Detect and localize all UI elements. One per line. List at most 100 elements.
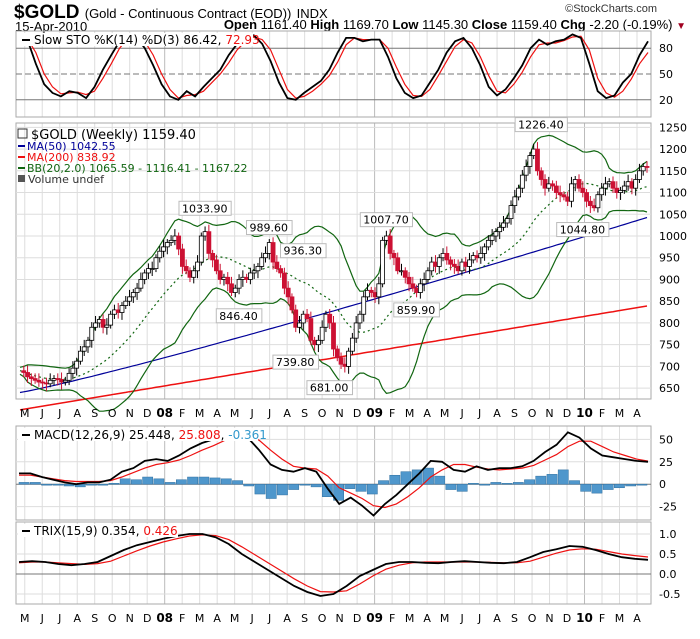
macd-histogram-bar xyxy=(220,478,232,485)
macd-histogram-bar xyxy=(176,479,187,485)
macd-histogram-bar xyxy=(153,478,165,485)
candle-up xyxy=(436,257,442,267)
price-y-tick: 950 xyxy=(659,252,680,265)
price-annotation-label: 1033.90 xyxy=(182,202,228,215)
x-axis-label-bottom: M xyxy=(20,612,30,625)
x-axis-label-bottom: D xyxy=(563,612,571,625)
price-annotation-label: 1226.40 xyxy=(518,119,564,132)
candle-down xyxy=(21,370,27,373)
macd-histogram-bar xyxy=(355,483,367,492)
candle-down xyxy=(368,289,374,293)
macd-histogram-bar xyxy=(512,482,524,485)
macd-histogram-bar xyxy=(591,483,603,494)
macd-histogram-bar xyxy=(322,483,333,497)
macd-histogram-bar xyxy=(277,483,288,496)
ma200-line xyxy=(19,305,648,411)
candle-up xyxy=(569,183,574,202)
candle-up xyxy=(603,183,608,189)
macd-histogram-bar xyxy=(400,471,412,485)
macd-histogram-bar xyxy=(524,479,535,485)
macd-histogram-bar xyxy=(546,474,558,485)
macd-histogram-bar xyxy=(119,478,131,485)
x-axis-label: M xyxy=(440,407,450,420)
x-axis-label: S xyxy=(91,407,98,420)
candle-up xyxy=(236,279,242,289)
x-axis-label: F xyxy=(179,407,185,420)
price-annotation-label: 1044.80 xyxy=(560,224,606,237)
x-axis-label-bottom: J xyxy=(57,612,61,625)
x-axis-label: J xyxy=(40,407,44,420)
candle-up xyxy=(485,239,491,248)
macd-histogram xyxy=(18,467,648,501)
candle-up xyxy=(104,324,110,328)
candle-down xyxy=(183,266,189,272)
candle-down xyxy=(448,259,453,265)
x-axis-label: N xyxy=(545,407,553,420)
price-y-tick: 650 xyxy=(659,382,680,395)
x-axis-label-bottom: M xyxy=(230,612,240,625)
macd-histogram-bar xyxy=(131,479,142,485)
chart-date: 15-Apr-2010 xyxy=(15,19,88,34)
candle-up xyxy=(599,187,605,196)
candle-down xyxy=(553,185,559,193)
macd-histogram-bar xyxy=(456,483,468,492)
x-axis-label: J xyxy=(477,407,481,420)
price-y-tick: 850 xyxy=(659,295,680,308)
candle-up xyxy=(78,350,83,362)
candle-down xyxy=(338,357,344,365)
price-y-tick: 700 xyxy=(659,360,680,373)
x-axis-label-bottom: J xyxy=(40,612,44,625)
candle-down xyxy=(281,272,287,289)
x-axis-label-bottom: S xyxy=(301,612,308,625)
candle-up xyxy=(633,179,639,189)
volume-bars-icon xyxy=(18,175,25,182)
x-axis-label-bottom: S xyxy=(511,612,518,625)
x-axis-label-bottom: 10 xyxy=(576,611,593,625)
macd-frame xyxy=(15,425,652,521)
candle-down xyxy=(587,200,593,206)
x-axis-label: M xyxy=(615,407,625,420)
macd-histogram-bar xyxy=(479,483,490,486)
macd-y-tick: 25 xyxy=(659,456,673,469)
x-axis-label-bottom: A xyxy=(423,612,431,625)
x-axis-label-bottom: M xyxy=(615,612,625,625)
candle-up xyxy=(66,372,72,381)
low-value: 1145.30 xyxy=(422,17,469,32)
candle-up xyxy=(497,226,503,233)
trix-legend-part: TRIX(15,9) xyxy=(33,524,101,538)
candle-up xyxy=(248,272,253,280)
price-annotation-box xyxy=(359,212,413,228)
macd-histogram-bar xyxy=(490,482,502,485)
trix-y-tick: 0.5 xyxy=(659,548,677,561)
candle-down xyxy=(206,231,212,254)
macd-y-tick: -25 xyxy=(659,501,677,514)
candle-down xyxy=(410,283,416,289)
macd-histogram-bar xyxy=(243,483,255,487)
macd-histogram-bar xyxy=(232,480,243,485)
x-axis-label: 09 xyxy=(366,406,383,420)
candle-up xyxy=(134,287,140,293)
macd-histogram-bar xyxy=(468,483,479,485)
candle-up xyxy=(361,296,367,315)
candle-down xyxy=(278,268,284,274)
x-axis-label: A xyxy=(493,407,501,420)
price-y-tick: 1000 xyxy=(659,230,687,243)
candle-down xyxy=(557,192,563,196)
candle-down xyxy=(180,248,185,267)
price-annotation-box xyxy=(279,243,327,259)
macd-histogram-bar xyxy=(445,483,457,490)
stochastic-legend-bg xyxy=(18,33,253,46)
x-axis-label-bottom: J xyxy=(477,612,481,625)
candle-up xyxy=(142,272,148,280)
symbol-description: (Gold - Continuous Contract (EOD)) xyxy=(84,6,292,21)
candle-up xyxy=(637,170,642,180)
macd-histogram-bar xyxy=(164,482,176,485)
x-axis-label-bottom: F xyxy=(179,612,185,625)
macd-histogram-bar xyxy=(501,483,513,485)
candle-down xyxy=(327,313,333,324)
candle-down xyxy=(36,379,42,383)
price-annotation-box xyxy=(245,220,293,236)
x-axis-label: O xyxy=(318,407,327,420)
price-annotation-box xyxy=(178,200,232,216)
candle-up xyxy=(146,268,151,274)
